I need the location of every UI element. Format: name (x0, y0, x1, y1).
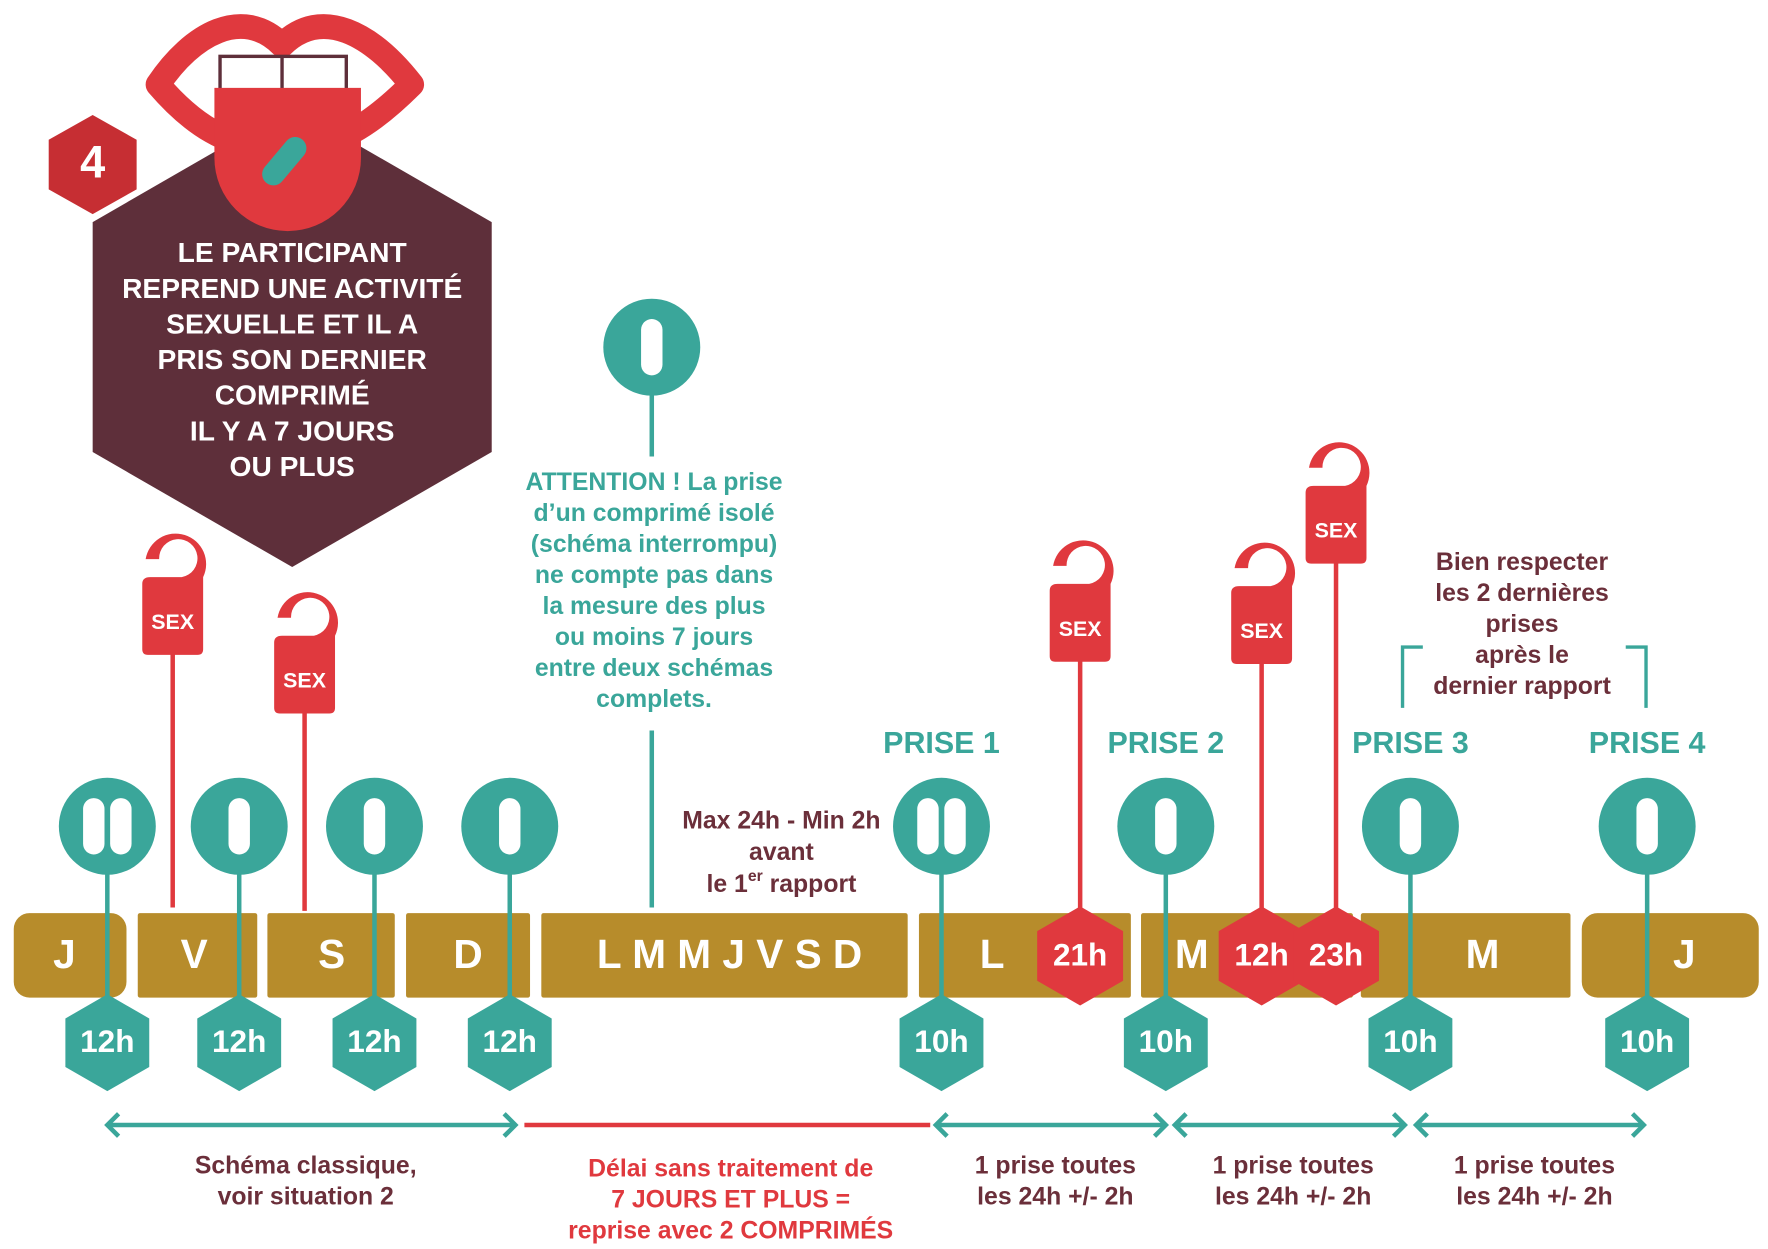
day-label: S (318, 931, 345, 977)
day-label: J (53, 931, 76, 977)
dose-time: 12h (483, 1023, 537, 1059)
note-before-part: er (748, 868, 763, 885)
day-label: L (980, 931, 1005, 977)
sex-label: SEX (1315, 519, 1359, 543)
day-label: M (1175, 931, 1209, 977)
period-text: les 24h +/- 2h (977, 1183, 1133, 1210)
prise-label: PRISE 4 (1589, 726, 1706, 760)
door-hanger (142, 534, 206, 655)
pill (641, 319, 662, 375)
door-hanger (1231, 543, 1295, 664)
title-line: LE PARTICIPANT (178, 236, 407, 268)
pill (110, 798, 131, 854)
day-label: D (453, 931, 482, 977)
period-text: Délai sans traitement de (588, 1156, 873, 1183)
attention-text: ou moins 7 jours (555, 624, 753, 651)
title-line: REPREND UNE ACTIVITÉ (122, 272, 462, 304)
period-text: reprise avec 2 COMPRIMÉS (568, 1217, 893, 1245)
note-last: dernier rapport (1433, 673, 1611, 700)
day-label: L M M J V S D (597, 931, 862, 977)
dose-time: 12h (347, 1023, 401, 1059)
pill (499, 798, 520, 854)
door-hanger (1050, 540, 1114, 661)
note-before-part: le 1 (706, 870, 748, 897)
attention-text: d’un comprimé isolé (534, 500, 775, 527)
period-text: 1 prise toutes (975, 1152, 1136, 1179)
note-last: après le (1475, 642, 1569, 669)
tongue (214, 88, 361, 231)
attention-text: entre deux schémas (535, 655, 773, 682)
note-before: le 1er rapport (706, 868, 856, 897)
pill (917, 798, 938, 854)
sex-time: 23h (1309, 936, 1363, 972)
pill (83, 798, 104, 854)
attention-text: (schéma interrompu) (531, 531, 777, 558)
sex-time: 12h (1234, 936, 1288, 972)
title-line: PRIS SON DERNIER (158, 343, 427, 375)
title-line: SEXUELLE ET IL A (166, 307, 418, 339)
note-before-part: rapport (763, 870, 857, 897)
pill (1636, 798, 1657, 854)
door-hanger (274, 592, 338, 713)
attention-text: ATTENTION ! La prise (526, 469, 783, 496)
dose-time: 10h (1383, 1023, 1437, 1059)
note-last: Bien respecter (1436, 549, 1609, 576)
pill-circle (893, 778, 990, 875)
period-text: 1 prise toutes (1213, 1152, 1374, 1179)
prise-label: PRISE 3 (1352, 726, 1469, 760)
attention-text: ne compte pas dans (535, 562, 773, 589)
dose-time: 10h (914, 1023, 968, 1059)
period-text: Schéma classique, (195, 1152, 417, 1179)
sex-label: SEX (283, 669, 327, 693)
day-label: M (1466, 931, 1500, 977)
note-before: avant (749, 839, 814, 866)
door-hanger (1306, 442, 1370, 563)
title-line: IL Y A 7 JOURS (190, 414, 395, 446)
infographic: 4 LE PARTICIPANT REPREND UNE ACTIVITÉSEXU… (0, 0, 1768, 1249)
period-text: les 24h +/- 2h (1456, 1183, 1612, 1210)
title-line: COMPRIMÉ (215, 379, 370, 411)
dose-time: 10h (1620, 1023, 1674, 1059)
pill (229, 798, 250, 854)
sex-time: 21h (1053, 936, 1107, 972)
pill (944, 798, 965, 854)
pill (364, 798, 385, 854)
dose-time: 12h (80, 1023, 134, 1059)
attention-text: la mesure des plus (542, 593, 765, 620)
note-last: les 2 dernières (1435, 580, 1609, 607)
pill (1155, 798, 1176, 854)
sex-label: SEX (1240, 619, 1284, 643)
dose-time: 12h (212, 1023, 266, 1059)
prise-label: PRISE 1 (883, 726, 1000, 760)
sex-label: SEX (151, 610, 195, 634)
day-label: V (181, 931, 208, 977)
note-last: prises (1486, 611, 1559, 638)
step-number: 4 (80, 137, 105, 188)
period-text: les 24h +/- 2h (1215, 1183, 1371, 1210)
period-text: voir situation 2 (218, 1183, 394, 1210)
pill (1400, 798, 1421, 854)
sex-label: SEX (1059, 617, 1103, 641)
note-before: Max 24h - Min 2h (682, 807, 880, 834)
page: { "step": "4", "title_lines": ["LE PARTI… (0, 0, 1768, 1249)
attention-text: complets. (596, 686, 712, 713)
prise-label: PRISE 2 (1107, 726, 1224, 760)
title-line: OU PLUS (230, 450, 355, 482)
period-text: 1 prise toutes (1454, 1152, 1615, 1179)
pill-circle (59, 778, 156, 875)
day-segment (1582, 913, 1759, 998)
dose-time: 10h (1139, 1023, 1193, 1059)
period-text: 7 JOURS ET PLUS = (611, 1187, 850, 1214)
day-label: J (1673, 931, 1696, 977)
